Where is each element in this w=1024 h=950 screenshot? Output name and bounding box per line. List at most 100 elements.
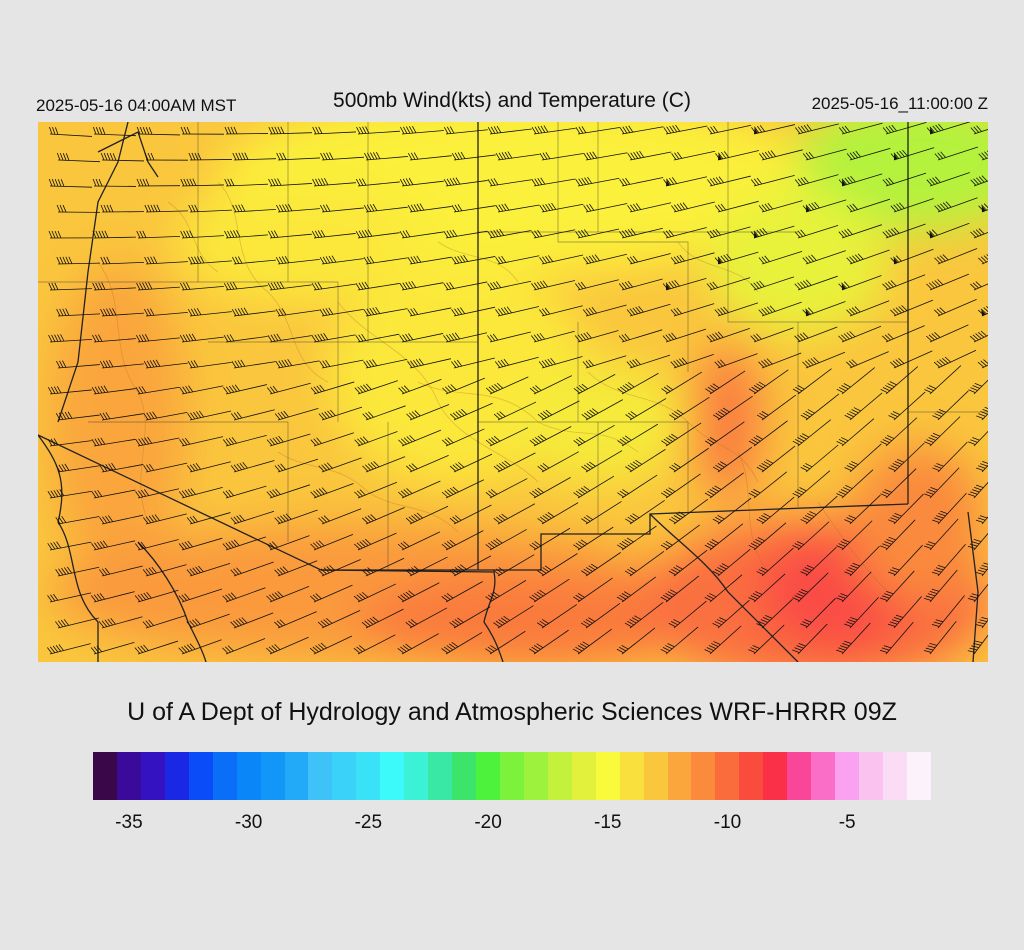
wind-barb xyxy=(46,643,91,655)
wind-barb xyxy=(397,480,441,499)
wind-barb xyxy=(90,591,135,603)
wind-barb xyxy=(55,566,100,577)
wind-barb xyxy=(55,411,100,421)
wind-barb xyxy=(704,472,744,499)
wind-barb xyxy=(751,124,796,135)
wind-barb xyxy=(91,437,136,447)
wind-barb xyxy=(802,250,846,265)
colorbar-swatch xyxy=(763,752,788,800)
wind-barb xyxy=(750,327,794,343)
wind-barb xyxy=(485,478,528,499)
wind-barb xyxy=(627,150,672,161)
wind-barb xyxy=(750,174,795,187)
wind-barb xyxy=(618,329,663,343)
wind-barb xyxy=(230,561,274,577)
wind-barb xyxy=(135,488,180,499)
wind-barb xyxy=(55,463,100,473)
wind-barb xyxy=(932,390,969,421)
wind-barb xyxy=(794,326,838,343)
wind-barb xyxy=(274,611,317,629)
wind-barb xyxy=(318,457,362,473)
wind-barb xyxy=(222,434,267,447)
wind-barb xyxy=(967,568,988,603)
wind-barb xyxy=(880,468,917,499)
colorbar-swatch xyxy=(667,752,692,800)
wind-barb xyxy=(178,537,223,551)
colorbar-swatch xyxy=(691,752,716,800)
valid-time-label: 2025-05-16_11:00:00 Z xyxy=(811,94,988,113)
wind-barb xyxy=(355,333,400,343)
wind-barb xyxy=(572,577,613,603)
wind-barb xyxy=(91,385,136,395)
wind-barb xyxy=(625,499,665,525)
wind-barb xyxy=(750,276,795,291)
wind-barb xyxy=(537,451,579,473)
wind-barb xyxy=(575,228,620,239)
colorbar-tick-label: -30 xyxy=(234,812,263,833)
wind-barb xyxy=(844,545,880,577)
wind-barb xyxy=(136,126,180,136)
wind-barb xyxy=(267,333,312,343)
wind-barb xyxy=(135,334,180,343)
wind-barb xyxy=(187,360,232,369)
colorbar-tick-label: -20 xyxy=(474,812,502,833)
wind-barb xyxy=(56,152,100,163)
wind-barb xyxy=(846,249,890,265)
colorbar-swatch xyxy=(93,752,117,800)
wind-barb xyxy=(312,126,356,135)
colorbar-swatch xyxy=(452,752,476,800)
wind-barb xyxy=(934,299,977,317)
wind-barb xyxy=(756,547,794,577)
wind-barb xyxy=(975,594,988,629)
wind-barb xyxy=(967,620,988,655)
wind-barb xyxy=(485,580,527,603)
wind-barb xyxy=(756,445,796,473)
wind-barb xyxy=(704,523,744,551)
wind-barb xyxy=(353,583,397,603)
wind-barb xyxy=(230,409,275,421)
wind-barb xyxy=(179,385,224,395)
wind-barb xyxy=(362,456,406,473)
wind-barb xyxy=(529,375,572,395)
colorbar-swatch xyxy=(188,752,213,800)
wind-barb xyxy=(668,498,709,525)
wind-barb xyxy=(882,223,926,239)
wind-barb xyxy=(319,359,364,369)
wind-barb xyxy=(978,145,988,161)
colorbar-swatch xyxy=(811,752,836,800)
wind-barb xyxy=(143,411,188,421)
wind-barb xyxy=(792,470,831,499)
wind-barb xyxy=(266,484,311,499)
wind-barb xyxy=(926,122,971,135)
wind-barb xyxy=(617,474,658,499)
wind-barb xyxy=(926,222,970,239)
colorbar-swatch xyxy=(428,752,453,800)
wind-barb xyxy=(399,230,444,239)
wind-barb xyxy=(581,501,622,525)
wind-barb xyxy=(538,356,583,369)
wind-barb xyxy=(47,489,92,499)
colorbar-swatch xyxy=(643,752,668,800)
wind-barb xyxy=(582,304,627,317)
wind-barb xyxy=(572,628,613,655)
colorbar-swatch xyxy=(476,752,500,800)
wind-barb xyxy=(363,359,408,369)
wind-barb xyxy=(485,427,528,447)
wind-barb xyxy=(968,466,988,499)
wind-barb xyxy=(136,178,181,187)
wind-barb xyxy=(844,443,882,473)
wind-barb xyxy=(407,152,452,161)
wind-barb xyxy=(224,230,268,239)
wind-barb xyxy=(539,152,584,161)
wind-barb xyxy=(398,378,442,395)
wind-barb xyxy=(355,281,400,291)
wind-barb xyxy=(48,230,93,239)
wind-barb xyxy=(487,280,532,291)
wind-barb xyxy=(223,384,268,395)
wind-barb xyxy=(705,370,746,395)
wind-barb xyxy=(758,250,803,265)
wind-barb xyxy=(625,398,667,421)
wind-barb xyxy=(56,256,100,265)
wind-barb xyxy=(616,525,657,551)
wind-barb xyxy=(485,529,527,551)
